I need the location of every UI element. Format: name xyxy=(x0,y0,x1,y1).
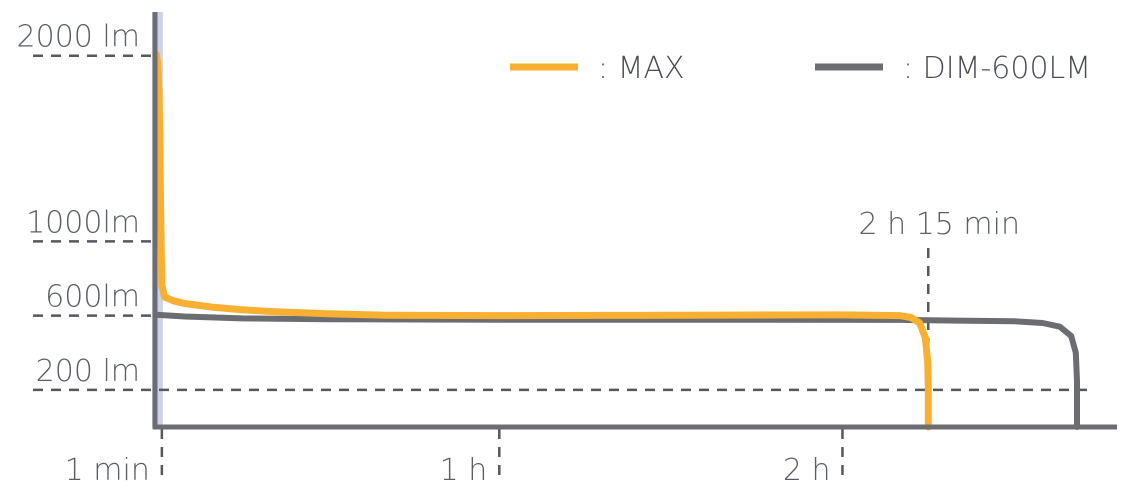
y-tick-label-2: 600lm xyxy=(45,280,140,315)
x-tick-label-0: 1 min xyxy=(65,453,150,488)
series-line-1 xyxy=(153,311,1080,430)
guide-lines xyxy=(33,54,1095,482)
y-tick-label-1: 1000lm xyxy=(26,205,140,240)
series-line-0 xyxy=(152,50,932,431)
y-tick-label-3: 200 lm xyxy=(36,354,140,389)
series-lines xyxy=(152,50,1080,431)
x-tick-label-1: 1 h xyxy=(440,453,488,488)
legend-label-1: : DIM-600LM xyxy=(903,51,1091,86)
legend: : MAX : DIM-600LM xyxy=(510,51,1091,86)
y-tick-label-0: 2000 lm xyxy=(17,20,140,55)
annotation-label: 2 h 15 min xyxy=(859,207,1020,242)
legend-label-0: : MAX xyxy=(598,51,685,86)
tick-labels: 2000 lm 1000lm 600lm 200 lm 1 min 1 h 2 h 2 h 1… xyxy=(17,20,1020,488)
x-tick-label-2: 2 h xyxy=(783,453,831,488)
